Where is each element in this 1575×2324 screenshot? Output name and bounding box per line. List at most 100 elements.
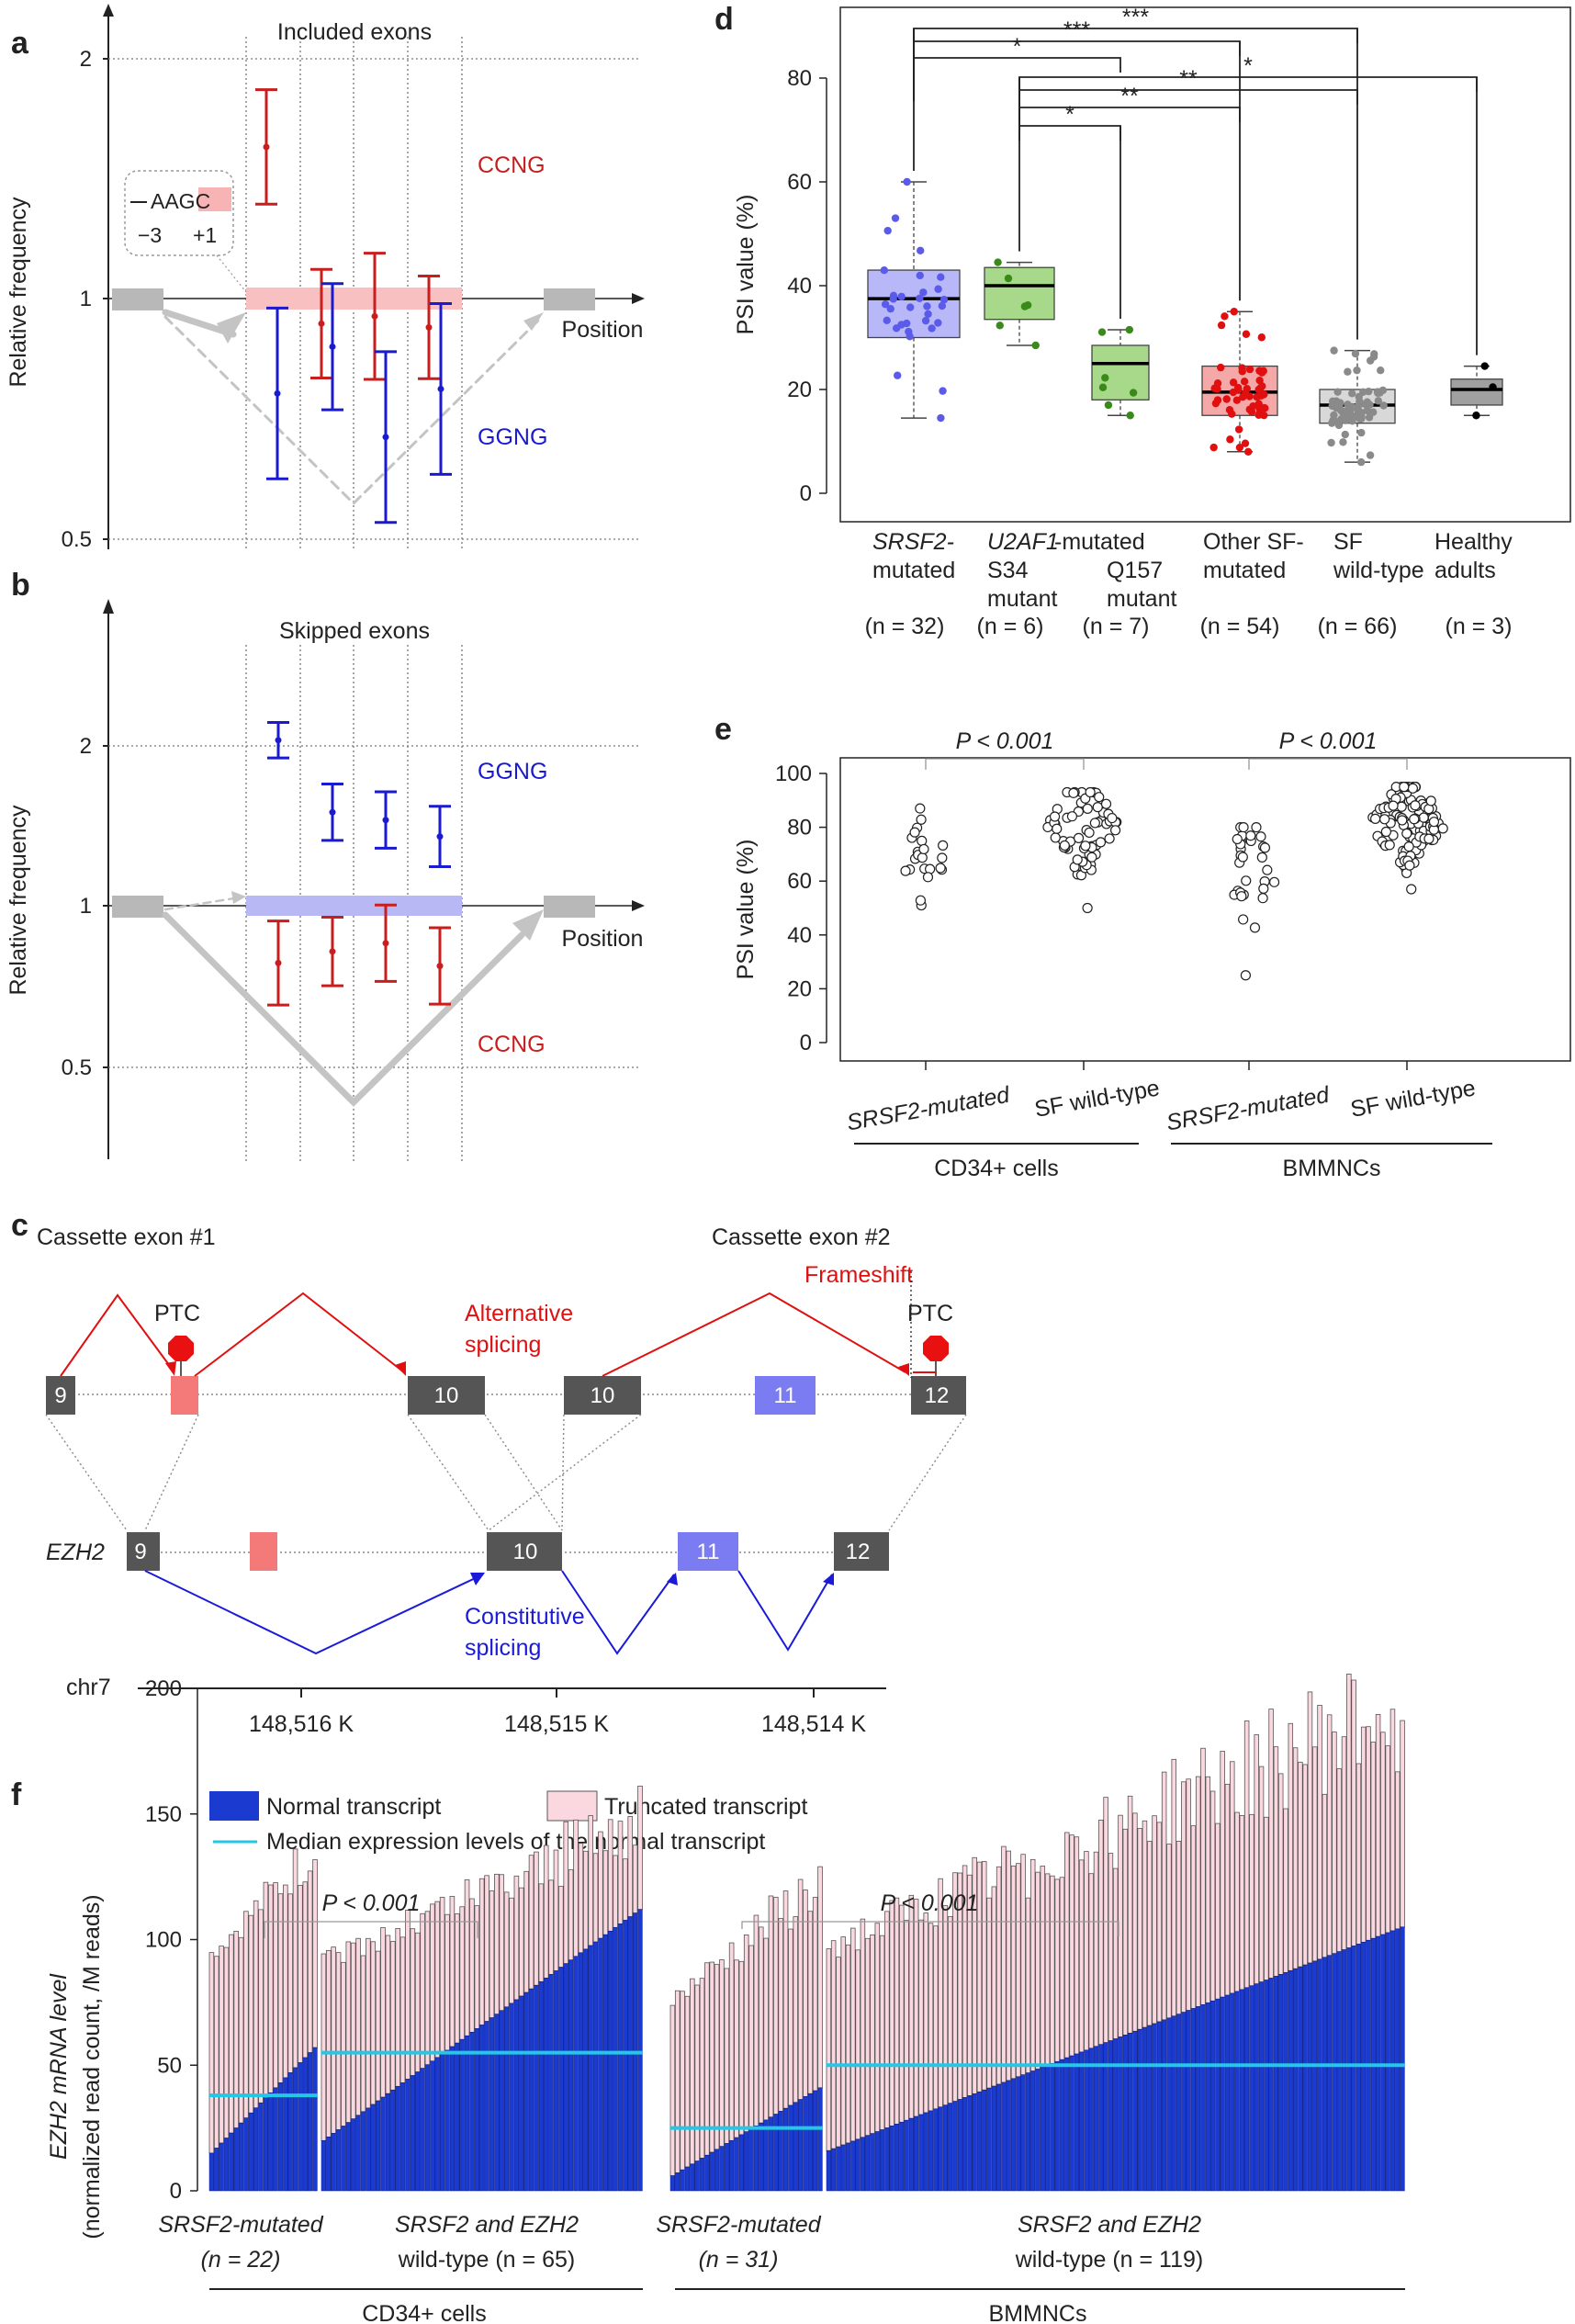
f-tick-label: 200 bbox=[145, 1676, 182, 1701]
f-truncated-bar bbox=[724, 1968, 730, 2144]
constitutive-splicing-label-1: Constitutive bbox=[465, 1604, 585, 1630]
d-point bbox=[1336, 399, 1344, 407]
e-point bbox=[1236, 891, 1247, 902]
d-n-label: (n = 66) bbox=[1318, 614, 1398, 639]
panel-c-letter: c bbox=[11, 1208, 28, 1243]
f-normal-bar bbox=[444, 2049, 450, 2192]
d-point bbox=[1125, 325, 1133, 334]
d-point bbox=[906, 333, 914, 341]
f-truncated-bar bbox=[674, 1990, 681, 2173]
f-truncated-bar bbox=[420, 1912, 425, 2070]
f-normal-bar bbox=[366, 2107, 371, 2192]
f-normal-bar bbox=[845, 2142, 851, 2192]
f-normal-bar bbox=[1215, 1998, 1221, 2192]
d-point bbox=[921, 316, 930, 325]
f-truncated-bar bbox=[923, 1912, 928, 2114]
f-truncated-bar bbox=[1249, 1813, 1254, 1987]
e-point bbox=[1084, 827, 1095, 839]
e-point bbox=[1086, 852, 1097, 863]
e-point bbox=[1258, 883, 1269, 894]
f-truncated-bar bbox=[1127, 1795, 1133, 2034]
f-normal-bar bbox=[1209, 2001, 1216, 2192]
f-normal-bar bbox=[879, 2129, 885, 2192]
f-normal-bar bbox=[860, 2137, 866, 2192]
f-normal-bar bbox=[719, 2146, 725, 2192]
f-normal-bar bbox=[617, 1924, 624, 2192]
f-normal-bar bbox=[1152, 2023, 1157, 2192]
e-point bbox=[1085, 786, 1096, 798]
f-truncated-bar bbox=[518, 1887, 524, 1997]
f-truncated-bar bbox=[568, 1869, 574, 1961]
d-point bbox=[880, 265, 889, 275]
d-label-q157: Q157 bbox=[1107, 558, 1163, 583]
d-box bbox=[1450, 378, 1503, 406]
f-truncated-bar bbox=[1375, 1714, 1381, 1937]
f-normal-bar bbox=[1088, 2048, 1094, 2192]
a-ccng-errbar-point bbox=[371, 312, 378, 320]
f-normal-bar bbox=[583, 1948, 589, 2192]
f-truncated-bar bbox=[366, 1937, 371, 2109]
d-point bbox=[1213, 396, 1222, 404]
gene-exon-9 bbox=[127, 1532, 160, 1571]
f-truncated-bar bbox=[1239, 1815, 1245, 1991]
f-normal-bar bbox=[748, 2128, 754, 2192]
f-normal-bar bbox=[996, 2083, 1002, 2192]
f-normal-bar bbox=[1113, 2038, 1119, 2192]
panel-a-ytick-2: 2 bbox=[80, 47, 92, 72]
f-truncated-bar bbox=[864, 1937, 871, 2137]
f-truncated-bar bbox=[582, 1850, 589, 1950]
f-normal-bar bbox=[588, 1945, 593, 2192]
d-point bbox=[1357, 428, 1366, 437]
panel-f: f Normal transcript Truncated transcript… bbox=[11, 1674, 1405, 2324]
f-normal-bar bbox=[1035, 2069, 1041, 2192]
d-point bbox=[1341, 416, 1350, 424]
f-truncated-bar bbox=[385, 1935, 391, 2094]
panel-d-y-axis: 0 20 40 60 80 bbox=[787, 66, 827, 506]
d-point bbox=[1342, 407, 1350, 416]
e-point bbox=[1092, 802, 1103, 813]
panel-f-set-cd34: CD34+ cells bbox=[362, 2301, 486, 2324]
f-normal-bar bbox=[894, 2124, 900, 2192]
f-truncated-bar bbox=[913, 1899, 919, 2117]
f-truncated-bar bbox=[449, 1896, 456, 2048]
e-point bbox=[915, 803, 926, 814]
f-truncated-bar bbox=[773, 1897, 779, 2115]
d-label-q157-mutant: mutant bbox=[1107, 586, 1176, 612]
f-truncated-bar bbox=[370, 1941, 377, 2105]
d-point bbox=[1097, 328, 1107, 336]
f-truncated-bar bbox=[1186, 1778, 1191, 2011]
d-label-srsf2-a: SRSF2- bbox=[872, 529, 954, 555]
e-point bbox=[915, 895, 927, 906]
d-point bbox=[923, 302, 931, 310]
f-truncated-bar bbox=[1215, 1822, 1221, 2000]
f-normal-bar bbox=[817, 2087, 823, 2192]
panel-d-plot-frame bbox=[839, 6, 1571, 523]
e-point bbox=[1437, 823, 1448, 834]
panel-e-y-axis: 0 20 40 60 80 100 bbox=[775, 762, 827, 1055]
panel-b: b 2 1 0.5 Relative frequency Skipped exo… bbox=[6, 568, 645, 1162]
b-ccng-errbar-point bbox=[275, 959, 282, 966]
panel-a-ggng-label: GGNG bbox=[478, 424, 547, 450]
panel-d-boxplots bbox=[867, 177, 1503, 467]
panel-d-significance-brackets: ************* bbox=[913, 5, 1478, 355]
f-normal-bar bbox=[1166, 2017, 1172, 2192]
f-normal-bar bbox=[1040, 2067, 1045, 2192]
constitutive-splicing-arcs bbox=[144, 1570, 833, 1655]
e-tick-label: 20 bbox=[787, 976, 812, 1001]
f-normal-bar bbox=[308, 2052, 313, 2192]
f-truncated-bar bbox=[375, 1950, 381, 2102]
a-ccng-errbar-point bbox=[318, 320, 325, 327]
f-truncated-bar bbox=[637, 1785, 643, 1911]
f-normal-bar bbox=[268, 2093, 274, 2192]
d-point bbox=[889, 291, 898, 300]
panel-f-letter: f bbox=[11, 1777, 22, 1812]
f-truncated-bar bbox=[845, 1944, 851, 2144]
f-normal-bar bbox=[430, 2060, 435, 2192]
d-point bbox=[897, 321, 906, 329]
e-point bbox=[1399, 782, 1410, 793]
d-point bbox=[1260, 403, 1268, 412]
f-normal-bar bbox=[229, 2132, 234, 2192]
f-truncated-bar bbox=[684, 1995, 691, 2168]
f-normal-bar bbox=[528, 1988, 534, 2192]
f-truncated-bar bbox=[680, 1991, 685, 2171]
